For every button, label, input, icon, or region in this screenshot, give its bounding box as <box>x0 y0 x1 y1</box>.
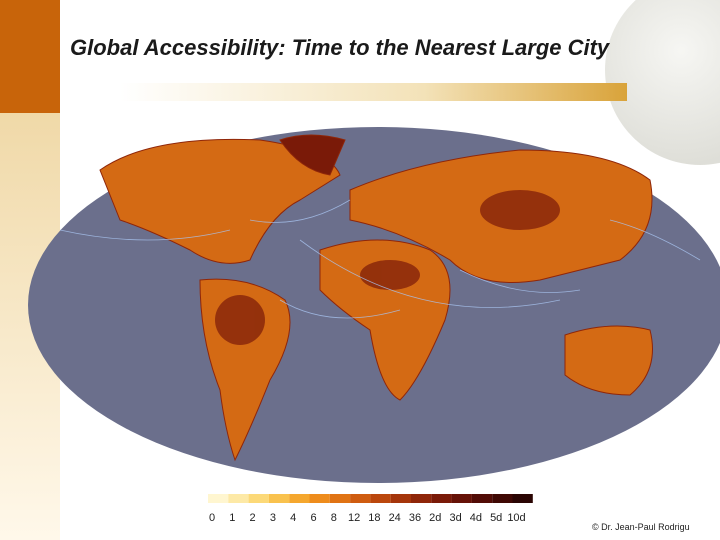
legend-swatch <box>248 494 269 503</box>
legend-label: 4 <box>290 512 296 524</box>
globe-decoration <box>605 0 720 165</box>
legend: 0 1 2 3 4 6 8 12 18 24 36 2d 3d 4d 5d 10d <box>208 494 533 524</box>
legend-swatch <box>451 494 472 503</box>
legend-label: 18 <box>368 512 380 524</box>
sidebar-top <box>0 0 60 113</box>
legend-swatch <box>228 494 249 503</box>
legend-swatch <box>309 494 330 503</box>
legend-swatch <box>512 494 533 503</box>
legend-label: 8 <box>331 512 337 524</box>
legend-swatch <box>208 494 229 503</box>
legend-label: 10d <box>507 512 525 524</box>
legend-label: 2d <box>429 512 441 524</box>
legend-label: 6 <box>310 512 316 524</box>
legend-label: 3d <box>449 512 461 524</box>
legend-swatch <box>289 494 310 503</box>
credit: © Dr. Jean-Paul Rodrigu <box>592 522 690 532</box>
legend-label: 0 <box>209 512 215 524</box>
legend-label: 24 <box>389 512 401 524</box>
world-map <box>28 127 720 483</box>
legend-label: 36 <box>409 512 421 524</box>
legend-swatch <box>390 494 411 503</box>
legend-label: 2 <box>250 512 256 524</box>
legend-swatch <box>350 494 371 503</box>
title-rule <box>120 83 627 101</box>
title: Global Accessibility: Time to the Neares… <box>70 35 611 60</box>
legend-swatch <box>411 494 432 503</box>
legend-swatch <box>471 494 493 503</box>
legend-swatch <box>268 494 290 503</box>
legend-swatch <box>431 494 452 503</box>
legend-swatch <box>370 494 391 503</box>
legend-label: 12 <box>348 512 360 524</box>
legend-label: 1 <box>229 512 235 524</box>
legend-label: 4d <box>470 512 482 524</box>
legend-swatch <box>329 494 351 503</box>
legend-label: 5d <box>490 512 502 524</box>
legend-swatch <box>492 494 513 503</box>
legend-label: 3 <box>270 512 276 524</box>
